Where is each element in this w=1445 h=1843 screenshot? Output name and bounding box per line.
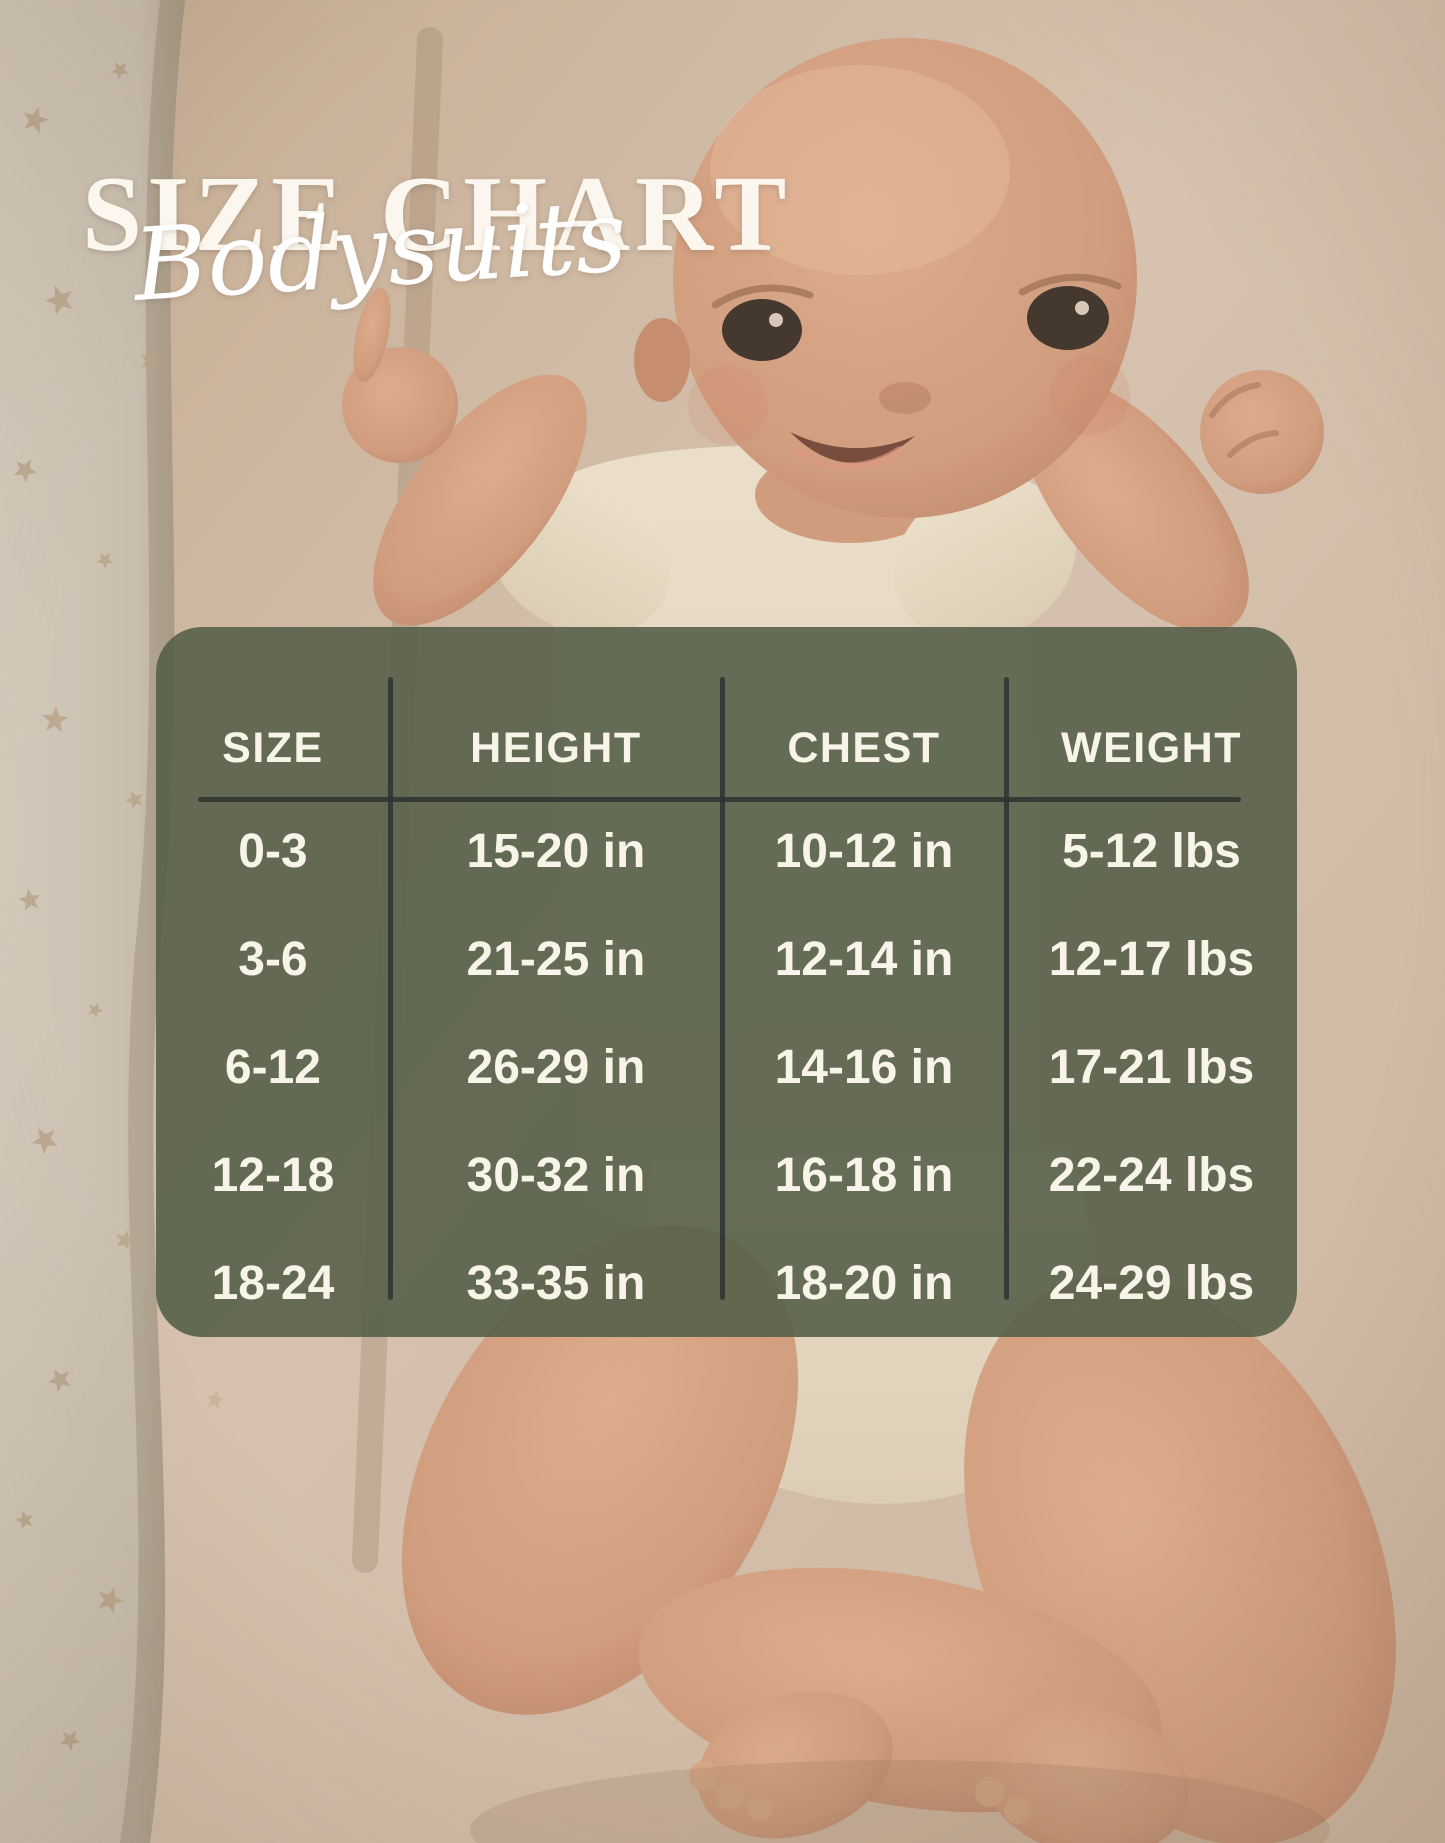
cell-chest-0: 10-12 in: [774, 824, 954, 878]
cell-size-3: 12-18: [211, 1148, 335, 1202]
cell-chest-3: 16-18 in: [774, 1148, 954, 1202]
cell-chest-2: 14-16 in: [774, 1040, 954, 1094]
size-chart-table: SIZE HEIGHT CHEST WEIGHT 0-3 15-20 in 10…: [156, 627, 1297, 1337]
cell-chest-1: 12-14 in: [774, 932, 954, 986]
column-divider: [719, 677, 725, 1300]
cell-size-0: 0-3: [238, 824, 308, 878]
column-header-size: SIZE: [222, 724, 324, 772]
cell-weight-2: 17-21 lbs: [1048, 1040, 1255, 1094]
cell-height-4: 33-35 in: [466, 1256, 646, 1310]
header-underline: [198, 797, 1241, 802]
column-divider: [387, 677, 393, 1300]
cell-height-2: 26-29 in: [466, 1040, 646, 1094]
cell-weight-0: 5-12 lbs: [1062, 824, 1241, 878]
page-title: SIZE CHART: [82, 155, 792, 275]
cell-size-1: 3-6: [238, 932, 308, 986]
column-header-chest: CHEST: [787, 724, 941, 772]
cell-weight-3: 22-24 lbs: [1048, 1148, 1255, 1202]
cell-size-4: 18-24: [211, 1256, 335, 1310]
column-header-weight: WEIGHT: [1060, 724, 1242, 772]
cell-chest-4: 18-20 in: [774, 1256, 954, 1310]
cell-weight-1: 12-17 lbs: [1048, 932, 1255, 986]
cell-height-3: 30-32 in: [466, 1148, 646, 1202]
table-grid: SIZE HEIGHT CHEST WEIGHT 0-3 15-20 in 10…: [156, 627, 1297, 1337]
cell-height-0: 15-20 in: [466, 824, 646, 878]
column-header-height: HEIGHT: [470, 724, 642, 772]
cell-weight-4: 24-29 lbs: [1048, 1256, 1255, 1310]
cell-size-2: 6-12: [224, 1040, 321, 1094]
cell-height-1: 21-25 in: [466, 932, 646, 986]
column-divider: [1004, 677, 1010, 1300]
